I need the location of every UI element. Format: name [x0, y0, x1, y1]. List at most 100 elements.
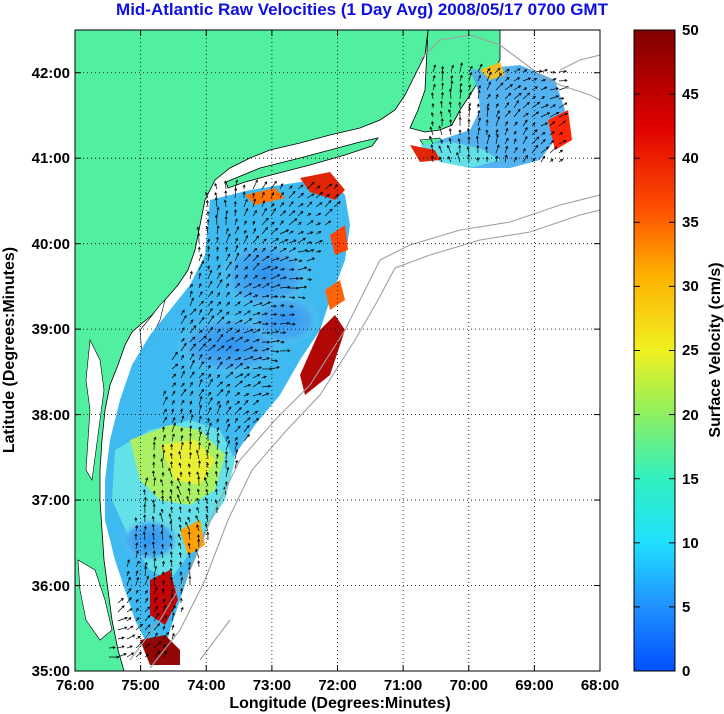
velocity-arrow: [270, 322, 278, 326]
velocity-arrow: [252, 329, 261, 334]
velocity-arrow: [252, 198, 257, 208]
velocity-arrow: [243, 253, 251, 262]
velocity-arrow: [333, 184, 338, 190]
velocity-arrow: [495, 133, 499, 145]
velocity-arrow: [531, 111, 540, 118]
velocity-arrow: [522, 112, 529, 118]
velocity-arrow: [558, 78, 568, 82]
velocity-arrow: [170, 460, 173, 469]
velocity-arrow: [216, 374, 221, 379]
velocity-arrow: [448, 127, 452, 136]
velocity-arrow: [549, 131, 555, 136]
velocity-arrow: [486, 103, 490, 109]
velocity-arrow: [279, 248, 287, 253]
velocity-arrow: [151, 532, 155, 541]
velocity-arrow: [135, 560, 140, 568]
velocity-arrow: [169, 520, 173, 532]
velocity-arrow: [306, 249, 315, 253]
velocity-arrow: [477, 109, 481, 118]
velocity-arrow: [495, 67, 501, 73]
velocity-arrow: [458, 101, 462, 109]
velocity-arrow: [324, 208, 333, 217]
velocity-arrow: [162, 598, 166, 604]
velocity-arrow: [495, 103, 499, 109]
velocity-arrow: [243, 424, 250, 433]
velocity-arrow: [549, 140, 555, 145]
velocity-arrow: [161, 471, 165, 477]
velocity-arrow: [549, 95, 560, 100]
velocity-arrow: [252, 275, 259, 280]
velocity-arrow: [440, 139, 444, 145]
velocity-arrow: [279, 321, 290, 325]
velocity-arrow: [198, 260, 204, 271]
velocity-arrow: [243, 434, 250, 442]
velocity-arrow: [198, 430, 203, 442]
velocity-arrow: [180, 606, 184, 613]
velocity-arrow: [144, 561, 148, 568]
velocity-arrow: [225, 384, 231, 388]
velocity-arrow: [216, 345, 225, 352]
velocity-arrow: [215, 255, 219, 262]
velocity-arrow: [531, 96, 537, 100]
velocity-arrow: [252, 254, 259, 262]
velocity-arrow: [152, 499, 156, 505]
velocity-arrow: [558, 102, 568, 109]
velocity-arrow: [225, 253, 231, 262]
velocity-arrow: [198, 329, 203, 334]
velocity-arrow: [198, 291, 203, 298]
velocity-arrow: [306, 181, 315, 190]
velocity-arrow: [153, 650, 161, 658]
velocity-arrow: [495, 110, 500, 118]
velocity-arrow: [143, 543, 147, 550]
velocity-arrow: [486, 68, 491, 73]
velocity-arrow: [531, 86, 539, 91]
velocity-arrow: [187, 551, 191, 559]
velocity-arrow: [270, 339, 281, 343]
velocity-arrow: [324, 220, 332, 226]
velocity-arrow: [169, 534, 173, 541]
velocity-arrow: [214, 182, 218, 190]
velocity-arrow: [558, 96, 565, 100]
velocity-arrow: [189, 297, 194, 307]
velocity-arrow: [458, 144, 462, 154]
velocity-arrow: [225, 210, 229, 217]
velocity-arrow: [279, 229, 290, 235]
velocity-arrow: [486, 81, 492, 91]
velocity-arrow: [495, 155, 499, 163]
velocity-arrow: [531, 129, 538, 136]
velocity-arrow: [179, 561, 183, 568]
velocity-arrow: [476, 103, 480, 109]
colorbar-tick-label: 40: [682, 150, 699, 167]
velocity-arrow: [531, 144, 539, 154]
velocity-arrow: [189, 325, 197, 334]
velocity-arrow: [540, 86, 548, 91]
velocity-arrow: [153, 612, 160, 622]
velocity-arrow: [234, 348, 240, 352]
velocity-arrow: [207, 391, 212, 397]
velocity-arrow: [198, 388, 204, 397]
velocity-arrow: [206, 417, 210, 424]
velocity-arrow: [549, 158, 554, 163]
velocity-arrow: [198, 372, 205, 379]
velocity-arrow: [206, 462, 210, 469]
colorbar-tick-label: 50: [682, 22, 699, 39]
velocity-arrow: [540, 96, 545, 100]
velocity-arrow: [439, 156, 443, 163]
velocity-arrow: [513, 77, 521, 82]
velocity-arrow: [288, 276, 299, 280]
velocity-arrow: [214, 192, 218, 199]
velocity-arrow: [234, 274, 239, 280]
velocity-arrow: [161, 571, 165, 577]
velocity-arrow: [558, 132, 563, 136]
velocity-arrow: [234, 441, 238, 451]
velocity-arrow: [169, 551, 173, 559]
velocity-arrow: [225, 273, 231, 280]
velocity-arrow: [234, 301, 241, 307]
velocity-arrow: [169, 559, 173, 568]
velocity-arrow: [207, 265, 211, 271]
velocity-arrow: [243, 339, 250, 343]
velocity-arrow: [270, 191, 275, 199]
velocity-arrow: [486, 93, 491, 100]
velocity-arrow: [177, 533, 182, 541]
velocity-arrow: [117, 616, 128, 622]
